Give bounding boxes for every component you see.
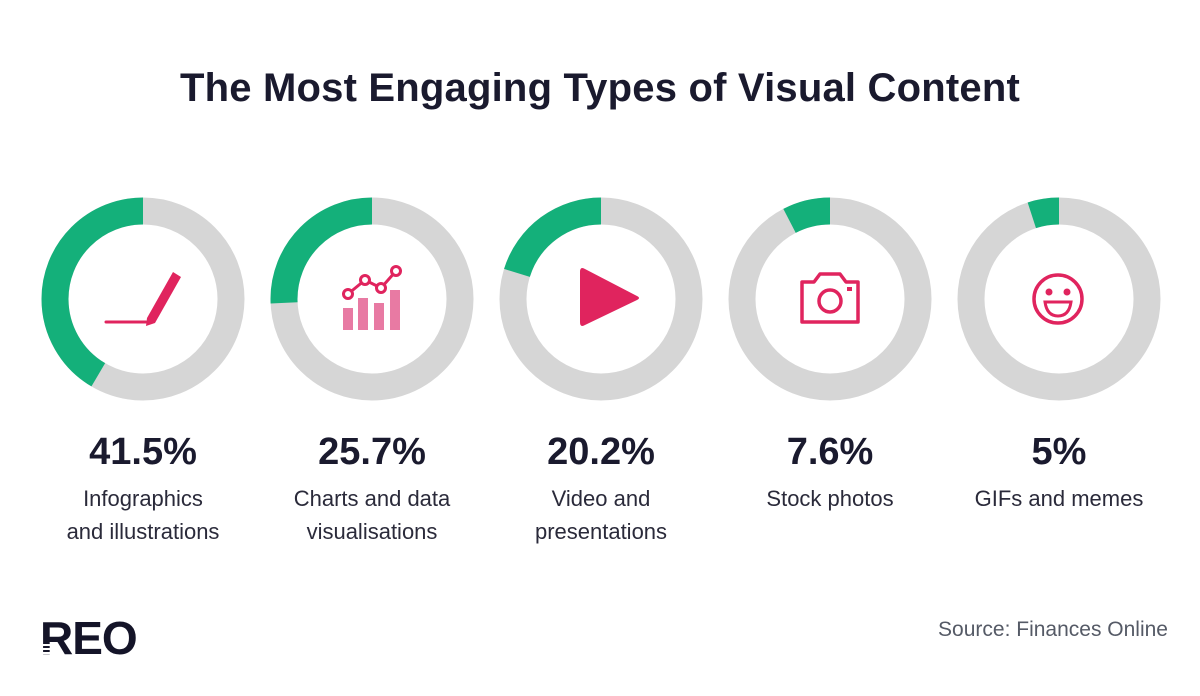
- camera-icon: [800, 272, 860, 324]
- stat-label: GIFs and memes: [974, 486, 1144, 511]
- logo-mark-icon: [40, 644, 50, 654]
- donut-arc-4: [728, 197, 932, 401]
- stat-col-5: 5% GIFs and memes: [944, 428, 1174, 515]
- pen-icon: [104, 272, 181, 326]
- stat-col-1: 41.5% Infographics and illustrations: [28, 428, 258, 548]
- stat-col-4: 7.6% Stock photos: [715, 428, 945, 515]
- donut-track: [728, 197, 932, 401]
- chart-icon: [342, 265, 402, 330]
- donut-track: [957, 197, 1161, 401]
- donut-arc-1: [41, 197, 245, 401]
- donut-arc-5: [957, 197, 1161, 401]
- source-note: Source: Finances Online: [938, 618, 1168, 641]
- stat-label: Stock photos: [766, 486, 894, 511]
- donut-arc-2: [270, 197, 474, 401]
- stat-label: Video and presentations: [534, 486, 668, 544]
- stat-value: 41.5%: [89, 431, 197, 473]
- stat-value: 5%: [1031, 431, 1087, 473]
- stat-label: Charts and data visualisations: [293, 486, 451, 544]
- chart-title: The Most Engaging Types of Visual Conten…: [179, 66, 1021, 110]
- donut-arc-3: [499, 197, 703, 401]
- stat-value: 7.6%: [786, 431, 874, 473]
- stat-col-2: 25.7% Charts and data visualisations: [257, 428, 487, 548]
- reo-logo: REO: [40, 612, 138, 664]
- stat-col-3: 20.2% Video and presentations: [486, 428, 716, 548]
- stat-value: 20.2%: [547, 431, 655, 473]
- smiley-icon: [1032, 273, 1084, 325]
- stat-label: Infographics and illustrations: [66, 486, 220, 544]
- play-icon: [580, 268, 639, 326]
- stat-value: 25.7%: [318, 431, 426, 473]
